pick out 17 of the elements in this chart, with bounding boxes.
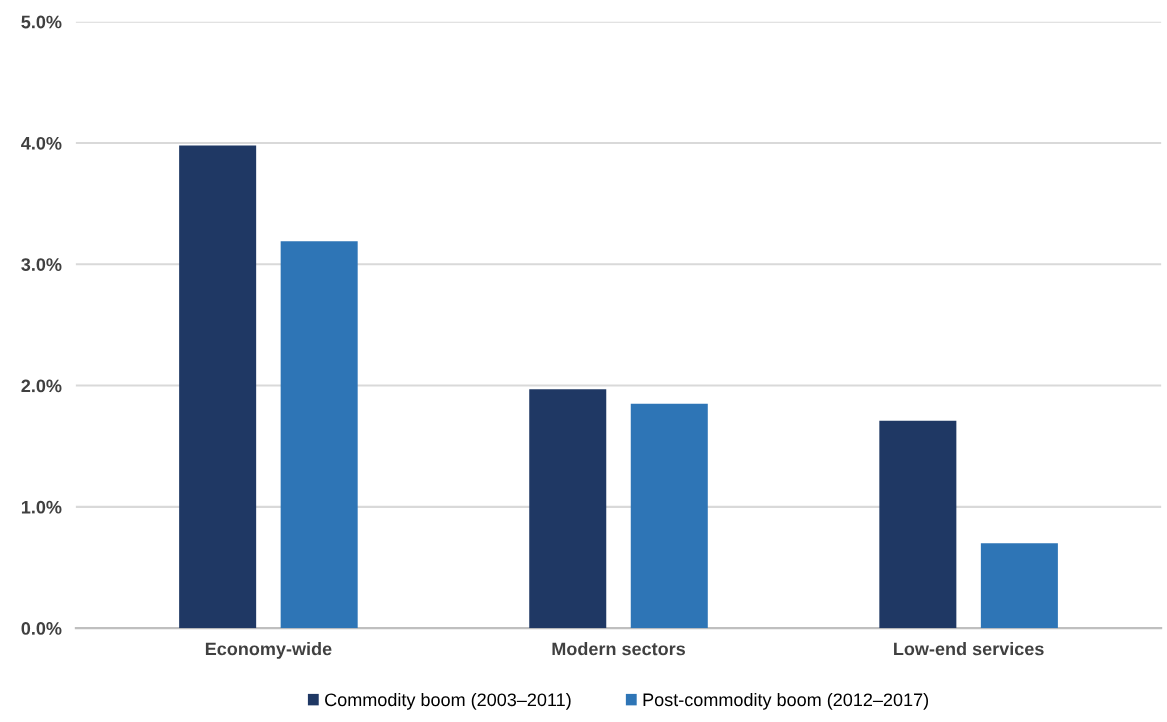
y-tick-label: 0.0%: [21, 622, 62, 635]
bar: [179, 145, 257, 629]
x-tick-label: Economy-wide: [205, 642, 332, 659]
bar: [980, 543, 1058, 629]
y-tick-label: 2.0%: [21, 379, 62, 393]
legend-label: Commodity boom (2003–2011): [325, 692, 571, 710]
bar: [280, 241, 358, 629]
y-tick-label: 5.0%: [21, 15, 62, 29]
legend-label: Post-commodity boom (2012–2017): [643, 692, 929, 710]
x-tick-label: Modern sectors: [552, 642, 685, 656]
bar: [529, 389, 607, 629]
bar: [630, 403, 708, 629]
bar: [879, 420, 957, 629]
y-tick-label: 4.0%: [21, 136, 62, 150]
x-tick-label: Low-end services: [894, 642, 1044, 656]
y-tick-label: 1.0%: [21, 500, 62, 514]
y-tick-label: 3.0%: [21, 258, 62, 271]
